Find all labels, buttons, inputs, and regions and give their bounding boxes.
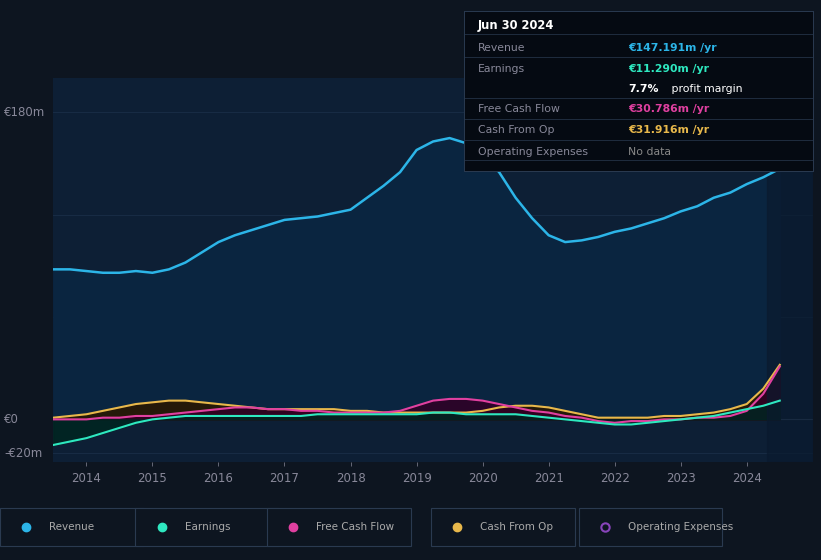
FancyBboxPatch shape — [135, 507, 279, 546]
Text: €180m: €180m — [4, 106, 45, 119]
FancyBboxPatch shape — [579, 507, 722, 546]
Text: 7.7%: 7.7% — [628, 83, 658, 94]
Text: Revenue: Revenue — [478, 43, 525, 53]
Text: Cash From Op: Cash From Op — [478, 125, 554, 135]
Text: profit margin: profit margin — [668, 83, 742, 94]
Text: Revenue: Revenue — [49, 522, 94, 532]
Text: €0: €0 — [4, 413, 19, 426]
Text: €30.786m /yr: €30.786m /yr — [628, 104, 709, 114]
Text: Free Cash Flow: Free Cash Flow — [478, 104, 560, 114]
FancyBboxPatch shape — [431, 507, 575, 546]
Bar — [767, 78, 813, 462]
FancyBboxPatch shape — [267, 507, 410, 546]
Text: Earnings: Earnings — [478, 64, 525, 74]
Text: €147.191m /yr: €147.191m /yr — [628, 43, 717, 53]
Text: €11.290m /yr: €11.290m /yr — [628, 64, 709, 74]
FancyBboxPatch shape — [0, 507, 144, 546]
Text: Jun 30 2024: Jun 30 2024 — [478, 19, 554, 32]
Text: No data: No data — [628, 147, 671, 157]
Text: €31.916m /yr: €31.916m /yr — [628, 125, 709, 135]
Text: Cash From Op: Cash From Op — [480, 522, 553, 532]
Text: Operating Expenses: Operating Expenses — [478, 147, 588, 157]
Text: Operating Expenses: Operating Expenses — [628, 522, 733, 532]
Text: Earnings: Earnings — [185, 522, 230, 532]
Text: -€20m: -€20m — [4, 447, 43, 460]
Text: Free Cash Flow: Free Cash Flow — [316, 522, 394, 532]
